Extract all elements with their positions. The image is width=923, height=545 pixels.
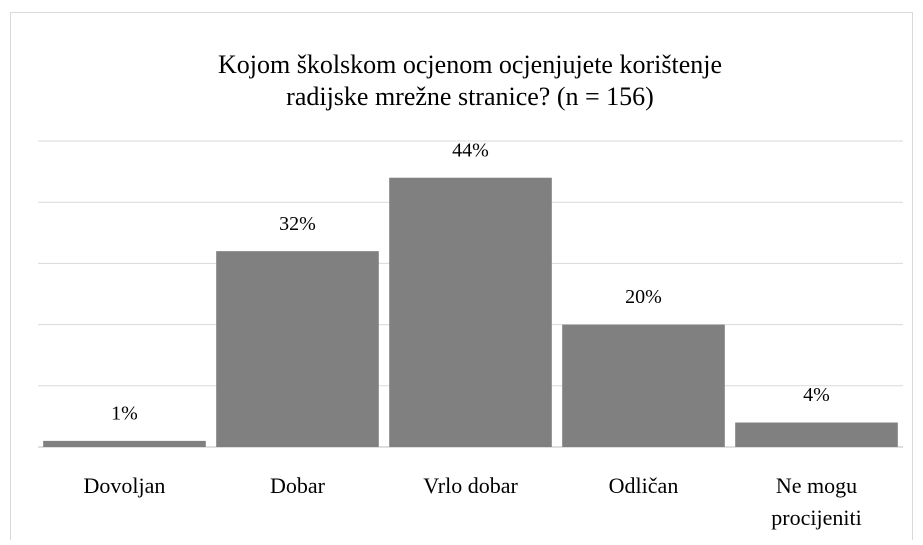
bar — [735, 422, 898, 447]
data-label: 1% — [111, 402, 138, 424]
bar — [43, 440, 206, 447]
data-label: 32% — [279, 213, 316, 235]
data-label: 20% — [625, 286, 662, 308]
x-tick-label: Dobar — [270, 473, 326, 498]
data-label: 4% — [803, 384, 830, 406]
data-label: 44% — [452, 139, 489, 161]
chart-title: radijske mrežne stranice? (n = 156) — [286, 82, 654, 111]
x-tick-label: Odličan — [609, 473, 679, 498]
x-tick-label: Dovoljan — [84, 473, 166, 498]
chart-title: Kojom školskom ocjenom ocjenjujete koriš… — [218, 50, 722, 79]
bar — [389, 177, 552, 447]
x-tick-label: Vrlo dobar — [423, 473, 518, 498]
bar — [562, 324, 725, 447]
bar — [216, 251, 379, 447]
x-tick-label: Ne mogu procijeniti — [771, 473, 861, 530]
